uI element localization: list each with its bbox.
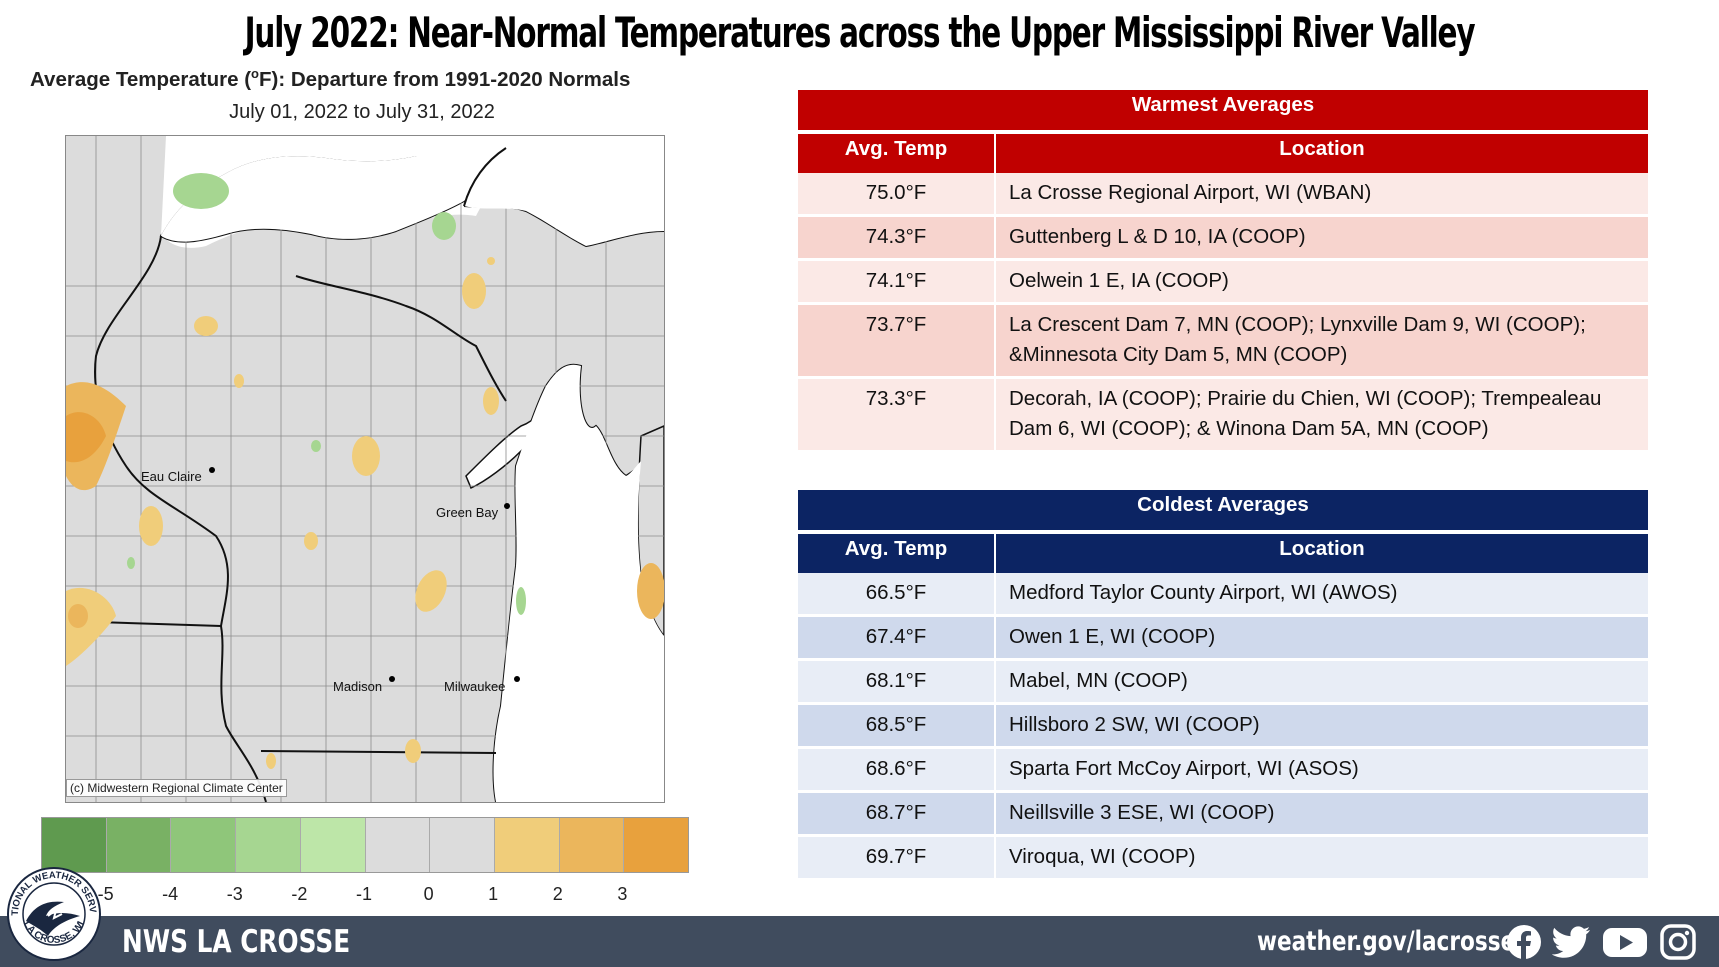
legend-swatch	[559, 818, 625, 872]
page-title: July 2022: Near-Normal Temperatures acro…	[244, 8, 1476, 57]
anomaly-blobs	[66, 173, 664, 769]
location-cell: La Crescent Dam 7, MN (COOP); Lynxville …	[995, 303, 1648, 379]
table-row: 68.5°F Hillsboro 2 SW, WI (COOP)	[798, 703, 1648, 749]
table-row: 66.5°F Medford Taylor County Airport, WI …	[798, 573, 1648, 617]
avg-temp-cell: 73.7°F	[798, 303, 996, 379]
avg-temp-cell: 67.4°F	[798, 615, 996, 661]
legend-swatch	[494, 818, 560, 872]
legend-tick-label: -1	[355, 884, 373, 904]
table-row: 68.1°F Mabel, MN (COOP)	[798, 659, 1648, 705]
legend-swatch	[106, 818, 172, 872]
location-cell: Mabel, MN (COOP)	[995, 659, 1648, 705]
legend-tick-label: -3	[226, 884, 243, 904]
youtube-icon[interactable]	[1602, 924, 1648, 960]
table-row: 67.4°F Owen 1 E, WI (COOP)	[798, 615, 1648, 661]
avg-temp-cell: 66.5°F	[798, 573, 996, 617]
location-cell: La Crosse Regional Airport, WI (WBAN)	[995, 173, 1648, 217]
legend-tick-label: 3	[617, 884, 628, 904]
avg-temp-cell: 68.5°F	[798, 703, 996, 749]
coldest-col-location: Location	[995, 534, 1648, 573]
location-cell: Decorah, IA (COOP); Prairie du Chien, WI…	[995, 377, 1648, 453]
location-cell: Sparta Fort McCoy Airport, WI (ASOS)	[995, 747, 1648, 793]
avg-temp-cell: 69.7°F	[798, 835, 996, 881]
avg-temp-cell: 74.3°F	[798, 215, 996, 261]
facebook-icon[interactable]	[1506, 924, 1542, 960]
location-cell: Owen 1 E, WI (COOP)	[995, 615, 1648, 661]
avg-temp-cell: 68.1°F	[798, 659, 996, 705]
location-cell: Viroqua, WI (COOP)	[995, 835, 1648, 881]
legend-tick-label: 2	[552, 884, 563, 904]
legend-swatch	[300, 818, 366, 872]
legend-tick-label: -4	[162, 884, 179, 904]
legend-swatch	[430, 818, 495, 872]
footer-bar: NWS LA CROSSE weather.gov/lacrosse	[0, 916, 1719, 967]
warmest-heading: Warmest Averages	[798, 90, 1648, 130]
location-cell: Oelwein 1 E, IA (COOP)	[995, 259, 1648, 305]
city-eau-claire: Eau Claire	[141, 469, 202, 484]
map-title: Average Temperature (oF): Departure from…	[30, 66, 631, 91]
legend-swatch	[624, 818, 689, 872]
avg-temp-cell: 68.6°F	[798, 747, 996, 793]
legend-swatch	[42, 818, 107, 872]
legend-tick-label: -2	[291, 884, 308, 904]
location-cell: Neillsville 3 ESE, WI (COOP)	[995, 791, 1648, 837]
avg-temp-cell: 74.1°F	[798, 259, 996, 305]
warmest-col-temp: Avg. Temp	[798, 134, 996, 173]
avg-temp-cell: 75.0°F	[798, 173, 996, 217]
table-row: 69.7°F Viroqua, WI (COOP)	[798, 835, 1648, 881]
legend-tick-label: 0	[423, 884, 434, 904]
legend-tick-label: -5	[97, 884, 114, 904]
table-row: 75.0°F La Crosse Regional Airport, WI (WB…	[798, 173, 1648, 217]
footer-brand: NWS LA CROSSE	[122, 924, 351, 960]
legend-swatch	[236, 818, 301, 872]
warmest-table: Warmest Averages Avg. Temp Location 75.0…	[798, 90, 1648, 453]
table-row: 74.1°F Oelwein 1 E, IA (COOP)	[798, 259, 1648, 305]
legend-tick-label: 1	[488, 884, 499, 904]
instagram-icon[interactable]	[1660, 924, 1696, 960]
table-row: 68.6°F Sparta Fort McCoy Airport, WI (ASO…	[798, 747, 1648, 793]
legend-swatch	[171, 818, 237, 872]
coldest-col-temp: Avg. Temp	[798, 534, 996, 573]
map-date-range: July 01, 2022 to July 31, 2022	[229, 101, 495, 123]
nws-logo: NATIONAL WEATHER SERVICE LA CROSSE, WI	[6, 866, 101, 961]
table-row: 73.3°F Decorah, IA (COOP); Prairie du Chi…	[798, 377, 1648, 453]
location-cell: Medford Taylor County Airport, WI (AWOS)	[995, 573, 1648, 617]
location-cell: Hillsboro 2 SW, WI (COOP)	[995, 703, 1648, 749]
legend-ticks: -5 -4 -3 -2 -1 0 1 2 3	[0, 884, 700, 904]
warmest-col-location: Location	[995, 134, 1648, 173]
footer-url[interactable]: weather.gov/lacrosse	[1257, 926, 1516, 957]
city-madison: Madison	[333, 679, 382, 694]
legend-swatch	[365, 818, 431, 872]
table-row: 74.3°F Guttenberg L & D 10, IA (COOP)	[798, 215, 1648, 261]
coldest-table: Coldest Averages Avg. Temp Location 66.5…	[798, 490, 1648, 881]
twitter-icon[interactable]	[1552, 924, 1592, 960]
city-markers: Eau Claire Green Bay Madison Milwaukee	[141, 467, 520, 694]
table-row: 73.7°F La Crescent Dam 7, MN (COOP); Lynx…	[798, 303, 1648, 379]
map-credit: (c) Midwestern Regional Climate Center	[66, 779, 287, 797]
temperature-departure-map: Eau Claire Green Bay Madison Milwaukee	[65, 135, 665, 803]
table-row: 68.7°F Neillsville 3 ESE, WI (COOP)	[798, 791, 1648, 837]
coldest-heading: Coldest Averages	[798, 490, 1648, 530]
location-cell: Guttenberg L & D 10, IA (COOP)	[995, 215, 1648, 261]
city-milwaukee: Milwaukee	[444, 679, 505, 694]
color-legend	[41, 817, 689, 873]
city-green-bay: Green Bay	[436, 505, 499, 520]
avg-temp-cell: 73.3°F	[798, 377, 996, 453]
avg-temp-cell: 68.7°F	[798, 791, 996, 837]
